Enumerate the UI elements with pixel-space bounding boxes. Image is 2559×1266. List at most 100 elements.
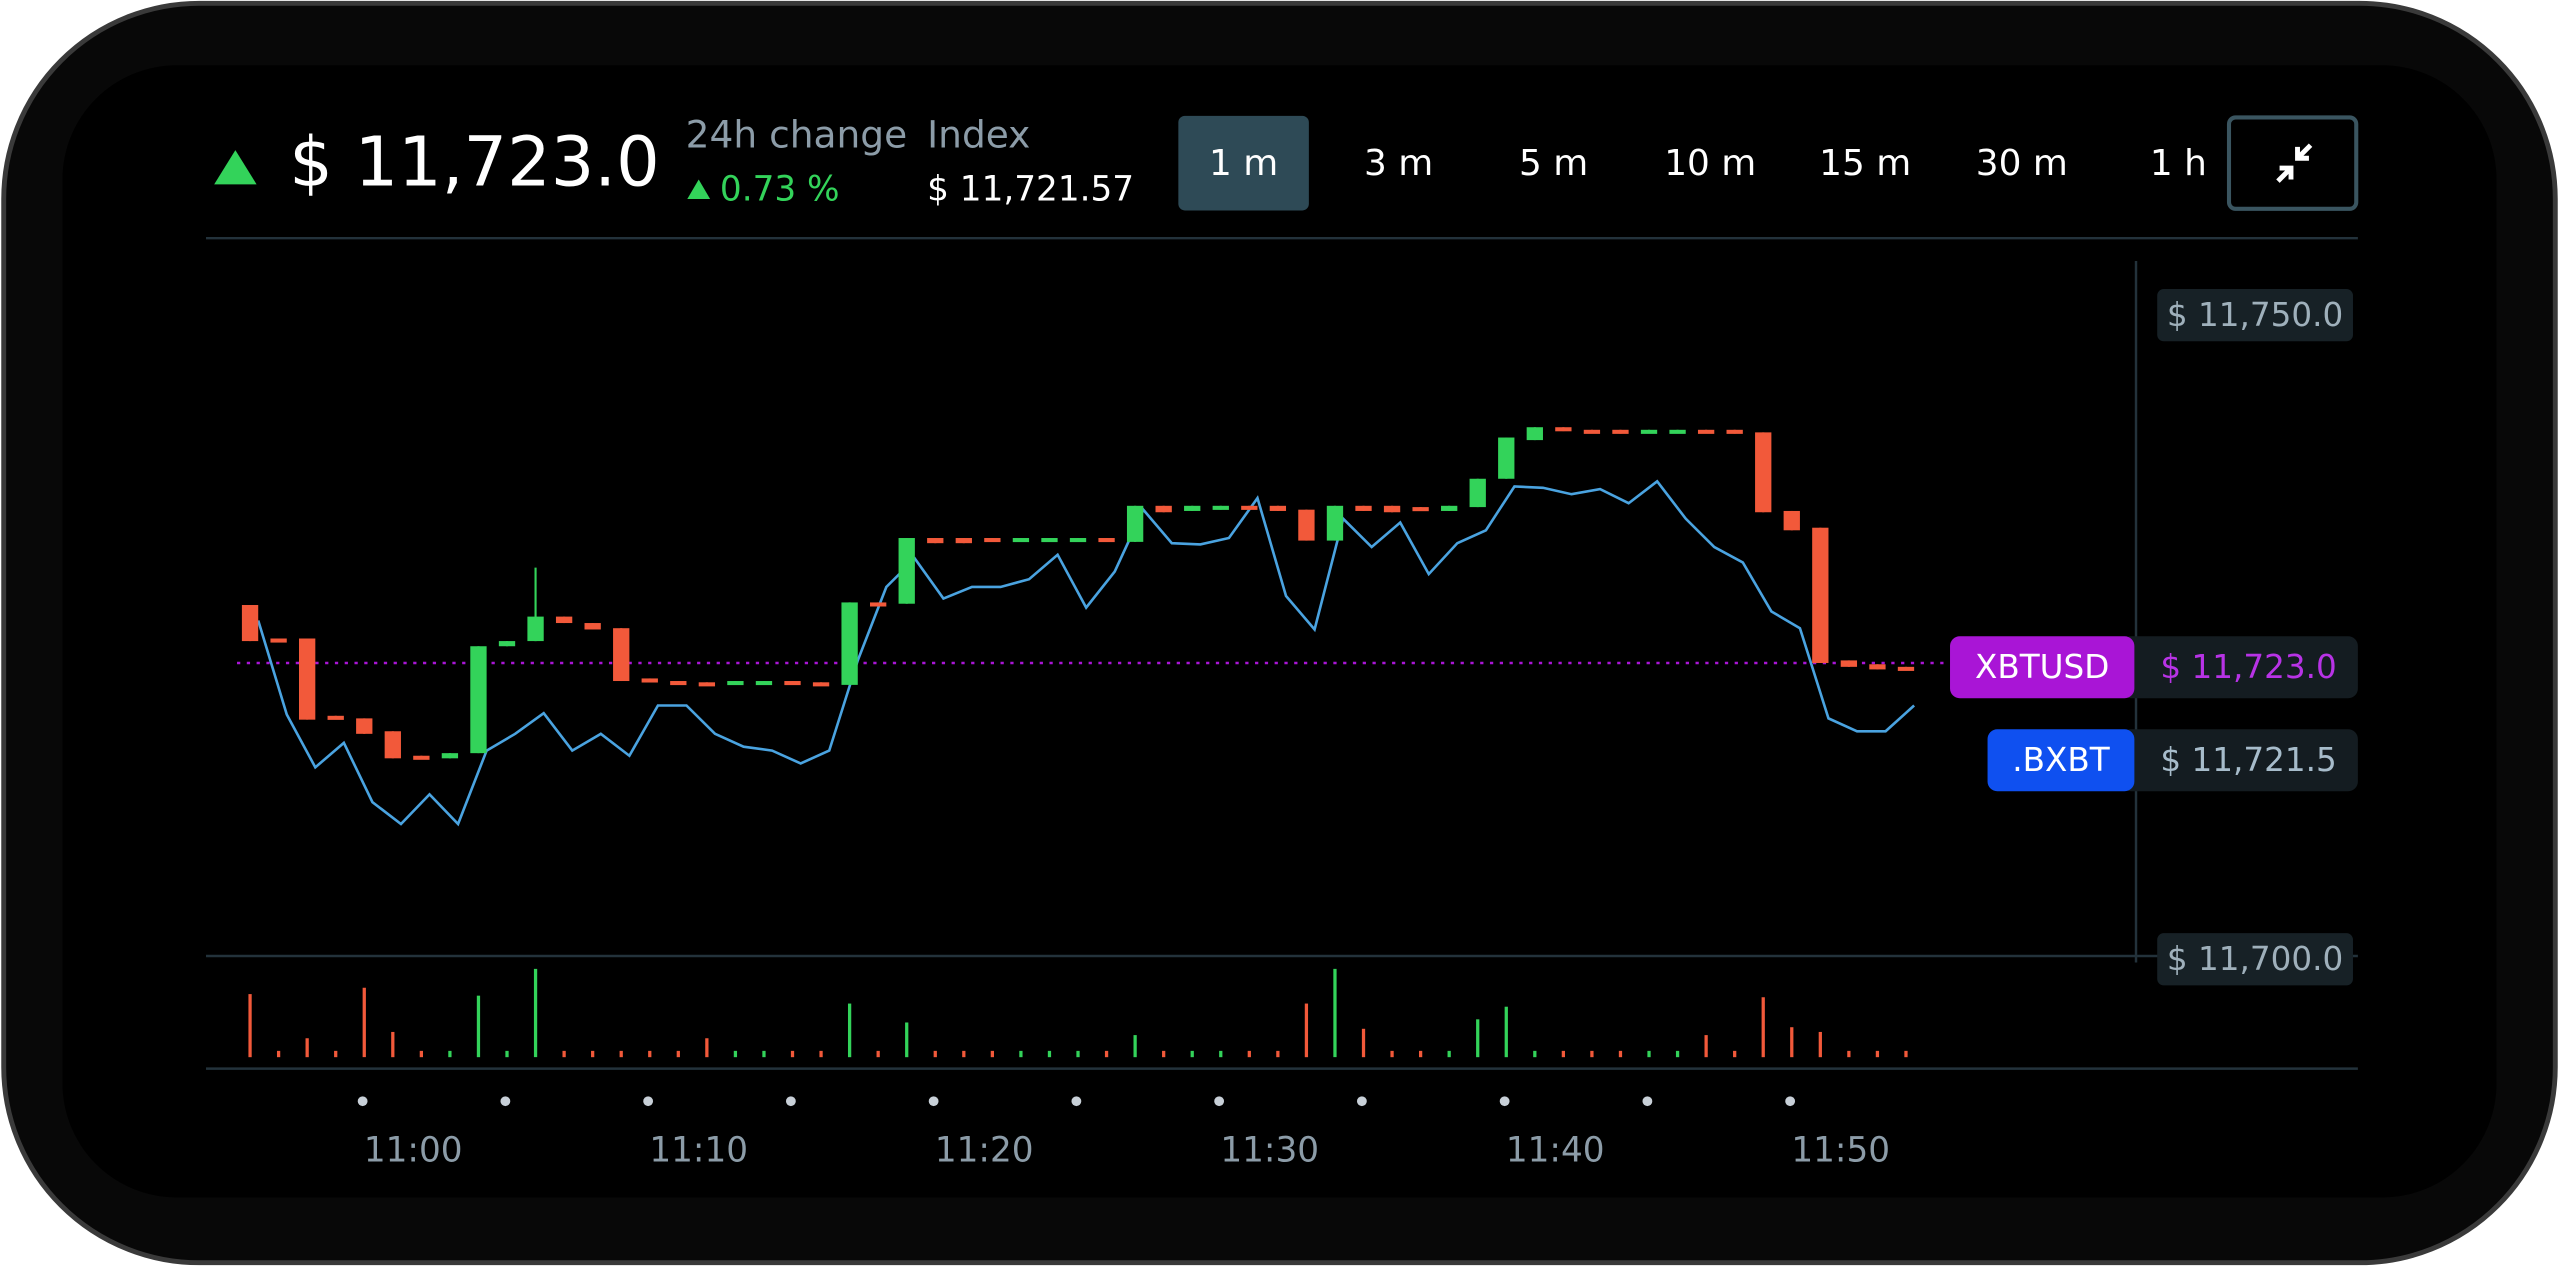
interval-button[interactable]: 1 m xyxy=(1178,115,1309,211)
time-dot xyxy=(1499,1096,1510,1107)
candle-body xyxy=(1355,505,1372,511)
candle-body xyxy=(812,682,830,687)
index-line xyxy=(256,479,1916,827)
candle-body xyxy=(1069,538,1087,543)
candle-body xyxy=(984,538,1001,543)
candle-body xyxy=(1697,429,1715,434)
candle-body xyxy=(1812,527,1829,663)
candle-body xyxy=(327,715,344,720)
interval-label[interactable]: 3 m xyxy=(1364,143,1433,184)
time-dot xyxy=(785,1096,796,1107)
x-tick-label: 11:20 xyxy=(935,1130,1034,1170)
y-tick-box xyxy=(2157,289,2353,342)
candle-body xyxy=(1098,538,1115,543)
candle-body xyxy=(1212,505,1229,510)
candle-body xyxy=(1126,505,1144,542)
candle-body xyxy=(241,605,259,642)
interval-button[interactable]: 3 m xyxy=(1364,143,1433,184)
collapse-icon[interactable] xyxy=(2276,143,2313,183)
last-price: $ 11,723.0 xyxy=(289,122,659,202)
candle-body xyxy=(1840,660,1858,667)
interval-button[interactable]: 30 m xyxy=(1976,143,2068,184)
interval-button[interactable]: 1 h xyxy=(2150,143,2207,184)
interval-label[interactable]: 1 m xyxy=(1209,143,1278,184)
collapse-frame[interactable] xyxy=(2226,115,2359,211)
candle-body xyxy=(1897,666,1915,671)
screen-area xyxy=(62,65,2497,1198)
x-tick-label: 11:30 xyxy=(1220,1130,1319,1170)
candle-body xyxy=(641,678,658,683)
candle-body xyxy=(1412,507,1429,512)
marker-value-box xyxy=(2121,636,2358,699)
change-label: 24h change xyxy=(686,113,908,157)
collapse-button[interactable] xyxy=(2226,115,2359,211)
interval-label[interactable]: 10 m xyxy=(1664,143,1756,184)
candle-body xyxy=(1298,509,1315,541)
interval-label[interactable]: 5 m xyxy=(1519,143,1588,184)
index-value: $ 11,721.57 xyxy=(927,169,1134,209)
candle-body xyxy=(1612,429,1629,434)
candle-body xyxy=(527,616,544,642)
marker-name-box xyxy=(1987,729,2135,792)
time-dot xyxy=(500,1096,511,1107)
candle-body xyxy=(470,646,487,754)
y-tick-box xyxy=(2157,933,2353,986)
candle-body xyxy=(1726,429,1743,434)
time-dot xyxy=(1642,1096,1653,1107)
candle-body xyxy=(670,681,687,686)
candle-body xyxy=(1640,429,1658,434)
up-arrow xyxy=(214,150,257,185)
candle-body xyxy=(955,538,972,544)
time-dot xyxy=(643,1096,654,1107)
x-tick-label: 11:40 xyxy=(1506,1130,1605,1170)
y-tick-label: $ 11,750.0 xyxy=(2167,296,2343,334)
x-tick-label: 11:50 xyxy=(1791,1130,1890,1170)
candle-body xyxy=(1669,429,1686,434)
interval-label[interactable]: 30 m xyxy=(1976,143,2068,184)
candle-body xyxy=(870,602,887,607)
x-tick-label: 11:10 xyxy=(649,1130,748,1170)
interval-button[interactable]: 15 m xyxy=(1819,143,1911,184)
candle-body xyxy=(1041,538,1058,543)
interval-label[interactable]: 15 m xyxy=(1819,143,1911,184)
marker-value: $ 11,721.5 xyxy=(2160,741,2336,779)
y-tick-label: $ 11,700.0 xyxy=(2167,940,2343,978)
candle-body xyxy=(1498,437,1515,479)
candle-body xyxy=(356,718,373,734)
candle-body xyxy=(1869,664,1886,670)
change-value: 0.73 % xyxy=(720,169,840,209)
candle-body xyxy=(1783,510,1800,531)
candle-body xyxy=(584,623,601,630)
marker-name: .BXBT xyxy=(2012,741,2110,779)
candle-body xyxy=(698,682,716,687)
candle-body xyxy=(1526,427,1543,441)
change-arrow xyxy=(687,179,711,200)
candle-body xyxy=(1755,432,1772,513)
interval-label[interactable]: 1 h xyxy=(2150,143,2207,184)
interval-button[interactable]: 5 m xyxy=(1519,143,1588,184)
candle-body xyxy=(1583,429,1601,434)
candle-body xyxy=(784,681,801,686)
candle-body xyxy=(1441,505,1458,511)
marker-name-box xyxy=(1950,636,2135,699)
candle-body xyxy=(555,616,573,624)
candle-body xyxy=(441,753,459,759)
interval-button[interactable]: 10 m xyxy=(1664,143,1756,184)
index-label: Index xyxy=(927,113,1030,157)
time-dot xyxy=(1356,1096,1367,1107)
candle-body xyxy=(384,731,401,759)
candle-body xyxy=(841,602,858,685)
candle-body xyxy=(1469,478,1486,508)
time-dot xyxy=(1785,1096,1796,1107)
candle-body xyxy=(1155,505,1172,513)
candle-body xyxy=(413,755,430,760)
candle-body xyxy=(1383,505,1401,513)
candle-body xyxy=(727,681,744,686)
candle-body xyxy=(1184,505,1201,511)
marker-value-box xyxy=(2121,729,2358,792)
interval-active-bg[interactable] xyxy=(1178,115,1309,211)
time-dot xyxy=(1071,1096,1082,1107)
candle-body xyxy=(498,641,516,647)
